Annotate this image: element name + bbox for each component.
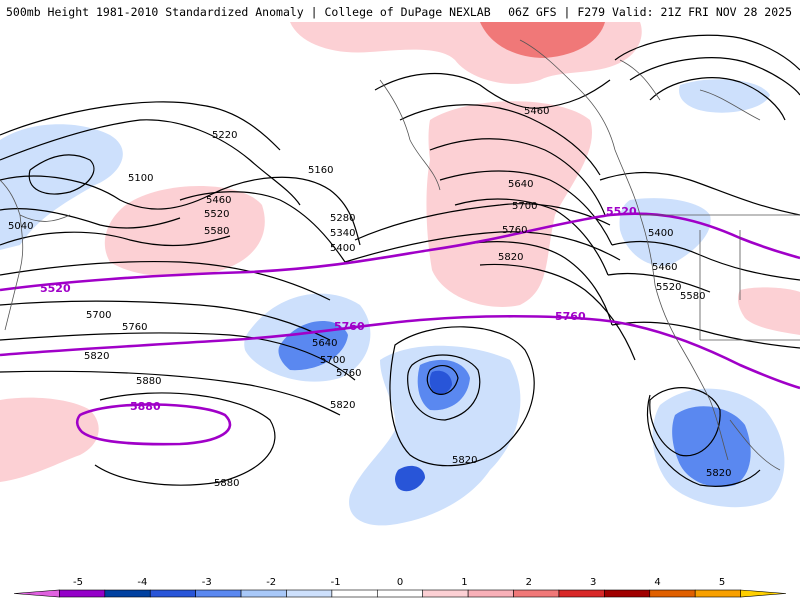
reference-contour-label: 5760 xyxy=(334,320,365,333)
legend-swatch xyxy=(649,589,696,598)
legend-swatch xyxy=(376,589,424,598)
legend-swatch xyxy=(286,589,333,598)
reference-height-contours xyxy=(0,212,800,446)
contour-label: 5460 xyxy=(652,262,677,273)
legend-swatch xyxy=(694,589,741,598)
contour-label: 5760 xyxy=(336,368,361,379)
svg-text:5820: 5820 xyxy=(706,468,731,479)
anomaly-color-legend: -5 -4 -3 -2 -1 0 1 2 3 4 5 xyxy=(13,577,787,598)
legend-tick-label: 5 xyxy=(719,577,725,588)
contour-label: 5400 xyxy=(648,228,673,239)
contour-label: 5460 xyxy=(524,106,549,117)
contour-label: 5580 xyxy=(680,291,705,302)
contour-label: 5640 xyxy=(312,338,337,349)
legend-swatch xyxy=(331,589,378,598)
legend-swatch xyxy=(104,589,151,598)
map-header: 500mb Height 1981-2010 Standardized Anom… xyxy=(0,0,800,22)
legend-swatch xyxy=(513,589,560,598)
negative-anomaly-shading xyxy=(0,79,785,526)
contour-label: 5160 xyxy=(308,165,333,176)
legend-swatch xyxy=(240,589,287,598)
contour-label: 5520 xyxy=(656,282,681,293)
map-title: 500mb Height 1981-2010 Standardized Anom… xyxy=(6,5,491,19)
legend-tick-label: -3 xyxy=(202,577,212,588)
model-run-info: 06Z GFS | F279 Valid: 21Z FRI NOV 28 202… xyxy=(508,5,792,19)
contour-label: 5700 xyxy=(320,355,345,366)
legend-tick-label: -4 xyxy=(137,577,147,588)
legend-swatch xyxy=(467,589,514,598)
legend-swatch xyxy=(604,589,651,598)
contour-label: 5820 xyxy=(84,351,109,362)
legend-swatch xyxy=(59,589,106,598)
contour-label: 5460 xyxy=(206,195,231,206)
reference-contour-label: 5520 xyxy=(606,205,637,218)
legend-tick-label: -1 xyxy=(331,577,341,588)
coastlines xyxy=(0,39,800,471)
contour-label: 5340 xyxy=(330,228,355,239)
legend-swatch xyxy=(558,589,605,598)
legend-tick-label: -5 xyxy=(73,577,83,588)
contour-label: 5700 xyxy=(512,201,537,212)
legend-swatch xyxy=(13,589,60,598)
legend-tick-label: 4 xyxy=(654,577,660,588)
legend-swatch xyxy=(149,589,196,598)
legend-tick-labels: -5 -4 -3 -2 -1 0 1 2 3 4 5 xyxy=(73,577,725,588)
contour-label: 5580 xyxy=(204,226,229,237)
contour-label: 5760 xyxy=(122,322,147,333)
contour-label: 5760 xyxy=(502,225,527,236)
contour-label: 5280 xyxy=(330,213,355,224)
reference-contour-labels: 5520 5520 5760 5760 5880 xyxy=(40,205,637,413)
legend-swatch xyxy=(740,589,787,598)
reference-contour-label: 5760 xyxy=(555,310,586,323)
contour-label: 5700 xyxy=(86,310,111,321)
legend-tick-label: 1 xyxy=(461,577,467,588)
contour-label: 5640 xyxy=(508,179,533,190)
legend-tick-label: 0 xyxy=(397,577,403,588)
contour-label: 5880 xyxy=(136,376,161,387)
reference-contour-label: 5880 xyxy=(130,400,161,413)
legend-swatch xyxy=(195,589,242,598)
contour-label: 5820 xyxy=(498,252,523,263)
contour-label: 5220 xyxy=(212,130,237,141)
contour-label: 5820 xyxy=(452,455,477,466)
contour-label: 5100 xyxy=(128,173,153,184)
height-contours xyxy=(0,34,800,487)
contour-label: 5820 xyxy=(330,400,355,411)
height-anomaly-map: 5220 5160 5100 5040 5460 5520 5580 5280 … xyxy=(0,22,800,526)
contour-label: 5040 xyxy=(8,221,33,232)
legend-tick-label: -2 xyxy=(266,577,276,588)
contour-label: 5400 xyxy=(330,243,355,254)
contour-label: 5520 xyxy=(204,209,229,220)
legend-tick-label: 2 xyxy=(526,577,532,588)
contour-label: 5880 xyxy=(214,478,239,489)
legend-color-bar xyxy=(13,589,787,598)
height-contour-labels: 5220 5160 5100 5040 5460 5520 5580 5280 … xyxy=(8,106,705,489)
reference-contour-label: 5520 xyxy=(40,282,71,295)
southern-low-label: 5820 xyxy=(706,468,731,479)
legend-swatch xyxy=(422,589,469,598)
legend-tick-label: 3 xyxy=(590,577,596,588)
